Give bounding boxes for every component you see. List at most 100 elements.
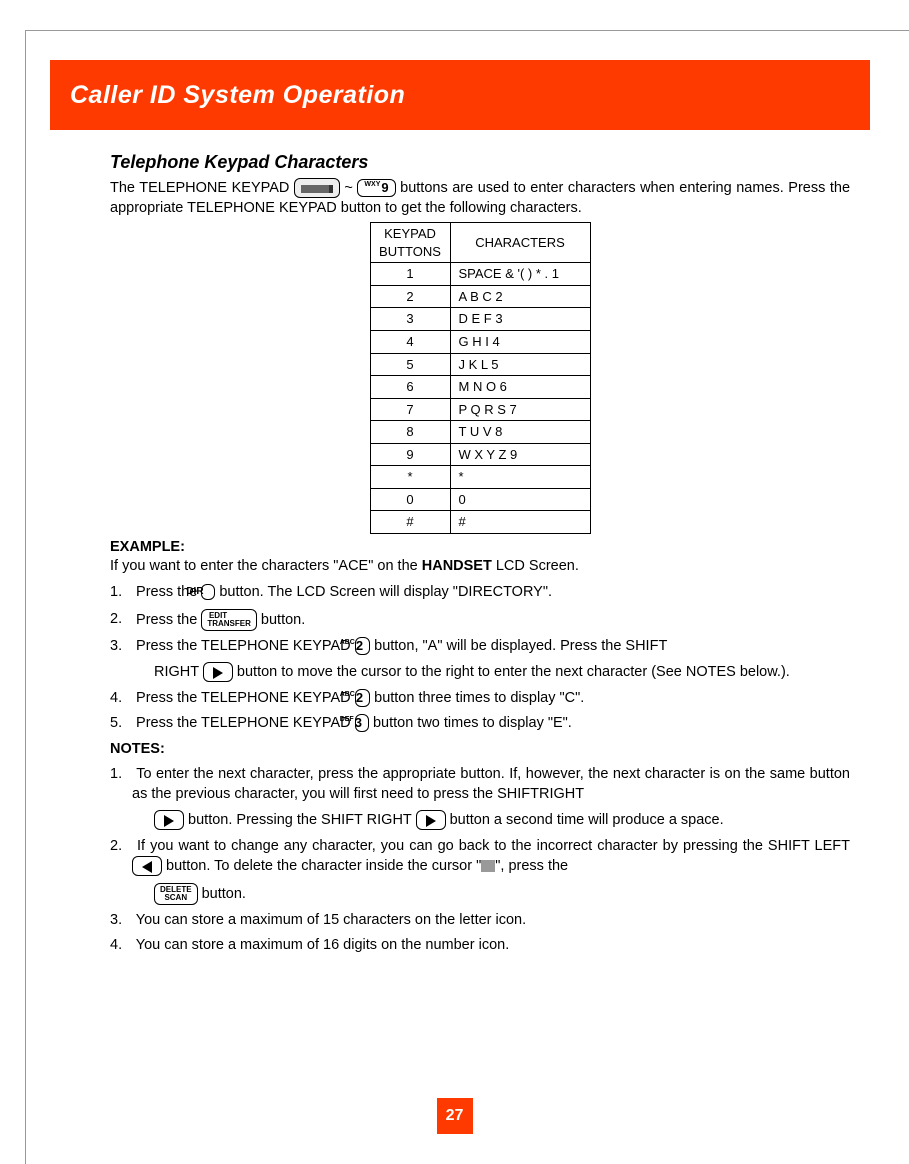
step4-b: button three times to display "C".: [374, 690, 584, 706]
cell: 8: [370, 421, 450, 444]
step5-b: button two times to display "E".: [373, 715, 572, 731]
step4-a: Press the TELEPHONE KEYPAD: [136, 690, 355, 706]
step5-a: Press the TELEPHONE KEYPAD: [136, 715, 355, 731]
intro-text-1: The TELEPHONE KEYPAD: [110, 180, 294, 196]
step2-b: button.: [261, 611, 305, 627]
cell: *: [450, 466, 590, 489]
cell: SPACE & '( ) * . 1: [450, 263, 590, 286]
note2-b: button. To delete the character inside t…: [166, 858, 481, 874]
note-1-cont: button. Pressing the SHIFT RIGHT button …: [154, 810, 850, 830]
cell: 9: [370, 443, 450, 466]
shift-left-button-icon: [132, 856, 162, 876]
step2-a: Press the: [136, 611, 201, 627]
table-head-chars: CHARACTERS: [450, 223, 590, 263]
section-title: Telephone Keypad Characters: [110, 150, 850, 174]
step-3: 3. Press the TELEPHONE KEYPAD ABC2 butto…: [110, 637, 850, 683]
cursor-icon: [481, 860, 495, 872]
note2-d: button.: [202, 886, 246, 902]
shift-right-button-icon: [416, 810, 446, 830]
btn-abc2-num2: 2: [356, 690, 363, 705]
note2-c: ", press the: [495, 858, 568, 874]
page-number: 27: [437, 1098, 473, 1134]
btn-def3-num: 3: [355, 715, 362, 730]
cell: 7: [370, 398, 450, 421]
cell: #: [450, 511, 590, 534]
note1-a: To enter the next character, press the a…: [132, 766, 850, 802]
example-intro-bold: HANDSET: [422, 558, 492, 574]
note1-c: button a second time will produce a spac…: [450, 812, 724, 828]
step1-b: button. The LCD Screen will display "DIR…: [219, 584, 552, 600]
cell: 4: [370, 330, 450, 353]
table-row: 3D E F 3: [370, 308, 590, 331]
btn-wxy9-sup: WXY: [364, 181, 380, 188]
table-row: 7P Q R S 7: [370, 398, 590, 421]
keypad-wxy9-button-icon: WXY9: [357, 179, 395, 197]
step3-c: RIGHT: [154, 664, 203, 680]
cell: G H I 4: [450, 330, 590, 353]
cell: A B C 2: [450, 285, 590, 308]
step3-b: button, "A" will be displayed. Press the…: [374, 638, 667, 654]
example-intro-a: If you want to enter the characters "ACE…: [110, 558, 422, 574]
keypad-def3-button-icon: DEF3: [355, 714, 369, 732]
cell: 0: [370, 488, 450, 511]
keypad-characters-table: KEYPAD BUTTONS CHARACTERS 1SPACE & '( ) …: [370, 222, 591, 534]
note2-a: If you want to change any character, you…: [137, 838, 850, 854]
cell: 0: [450, 488, 590, 511]
note-2: 2. If you want to change any character, …: [110, 837, 850, 905]
step-1: 1. Press the DIR button. The LCD Screen …: [110, 583, 850, 603]
shift-right-button-icon: [154, 810, 184, 830]
table-row: 1SPACE & '( ) * . 1: [370, 263, 590, 286]
btn-edit-l2: TRANSFER: [207, 619, 251, 628]
cell: D E F 3: [450, 308, 590, 331]
table-row: 2A B C 2: [370, 285, 590, 308]
note-2-cont: DELETESCAN button.: [154, 883, 850, 905]
shift-right-button-icon: [203, 662, 233, 682]
table-row: 4G H I 4: [370, 330, 590, 353]
cell: 3: [370, 308, 450, 331]
step3-d: button to move the cursor to the right t…: [237, 664, 790, 680]
example-intro-b: LCD Screen.: [492, 558, 579, 574]
step-4: 4. Press the TELEPHONE KEYPAD ABC2 butto…: [110, 689, 850, 709]
cell: 2: [370, 285, 450, 308]
note-1: 1. To enter the next character, press th…: [110, 765, 850, 831]
step3-a: Press the TELEPHONE KEYPAD: [136, 638, 355, 654]
table-row: 00: [370, 488, 590, 511]
btn-del-l2: SCAN: [164, 893, 187, 902]
chapter-header: Caller ID System Operation: [50, 60, 870, 130]
cell: T U V 8: [450, 421, 590, 444]
note-4: 4. You can store a maximum of 16 digits …: [110, 936, 850, 956]
dir-button-icon: DIR: [201, 584, 215, 600]
example-steps: 1. Press the DIR button. The LCD Screen …: [110, 583, 850, 734]
note-3: 3. You can store a maximum of 15 charact…: [110, 911, 850, 931]
cell: W X Y Z 9: [450, 443, 590, 466]
table-row: **: [370, 466, 590, 489]
table-row: ##: [370, 511, 590, 534]
notes-label: NOTES:: [110, 740, 850, 760]
example-label: EXAMPLE:: [110, 538, 850, 558]
btn-abc2-sup2: ABC: [340, 691, 355, 698]
table-head-key: KEYPAD BUTTONS: [370, 223, 450, 263]
cell: 5: [370, 353, 450, 376]
chapter-title: Caller ID System Operation: [70, 81, 405, 110]
table-row: 9W X Y Z 9: [370, 443, 590, 466]
cell: J K L 5: [450, 353, 590, 376]
table-row: 6M N O 6: [370, 376, 590, 399]
cell: *: [370, 466, 450, 489]
keypad-abc2-button-icon: ABC2: [355, 689, 370, 707]
step-5: 5. Press the TELEPHONE KEYPAD DEF3 butto…: [110, 714, 850, 734]
notes-list: 1. To enter the next character, press th…: [110, 765, 850, 956]
example-intro: If you want to enter the characters "ACE…: [110, 557, 850, 577]
keypad-1-button-icon: [294, 178, 340, 198]
intro-paragraph: The TELEPHONE KEYPAD ~ WXY9 buttons are …: [110, 178, 850, 218]
btn-abc2-num: 2: [356, 638, 363, 653]
cell: 1: [370, 263, 450, 286]
delete-scan-button-icon: DELETESCAN: [154, 883, 198, 905]
note1-b: button. Pressing the SHIFT RIGHT: [188, 812, 416, 828]
btn-abc2-sup: ABC: [340, 639, 355, 646]
cell: P Q R S 7: [450, 398, 590, 421]
note3-text: You can store a maximum of 15 characters…: [136, 912, 526, 928]
step-3-cont: RIGHT button to move the cursor to the r…: [154, 662, 850, 682]
intro-tilde: ~: [344, 180, 357, 196]
cell: 6: [370, 376, 450, 399]
btn-def3-sup: DEF: [340, 716, 354, 723]
